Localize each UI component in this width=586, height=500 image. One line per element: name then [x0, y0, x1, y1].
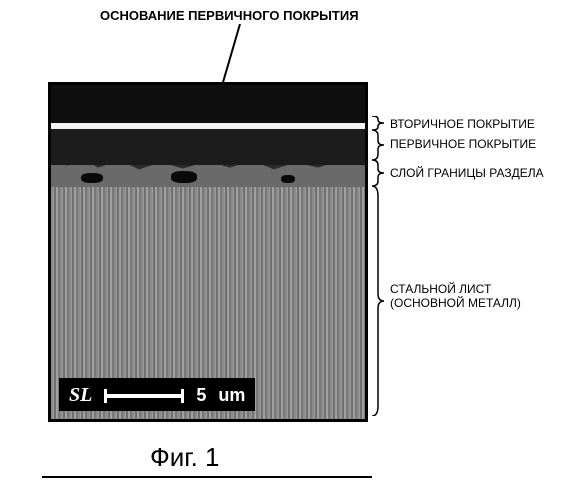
caption-underline — [42, 476, 372, 478]
layer-label-interface: СЛОЙ ГРАНИЦЫ РАЗДЕЛА — [390, 166, 544, 180]
layer-label-primary: ПЕРВИЧНОЕ ПОКРЫТИЕ — [390, 137, 536, 151]
scale-bar: SL 5 um — [59, 378, 255, 411]
primary-coating-region — [51, 129, 365, 165]
dark-top-region — [51, 85, 365, 123]
brace-icon — [372, 130, 386, 160]
dark-inclusion — [81, 173, 103, 183]
dark-inclusion — [171, 171, 197, 183]
secondary-coating-region — [51, 123, 365, 129]
scale-value: 5 — [196, 385, 206, 406]
right-label-group: ВТОРИЧНОЕ ПОКРЫТИЕ ПЕРВИЧНОЕ ПОКРЫТИЕ СЛ… — [372, 82, 582, 422]
brace-icon — [372, 116, 386, 130]
micrograph: SL 5 um — [48, 82, 368, 422]
top-annotation: ОСНОВАНИЕ ПЕРВИЧНОГО ПОКРЫТИЯ — [100, 8, 359, 23]
figure-caption: Фиг. 1 — [150, 442, 220, 473]
brace-icon — [372, 186, 386, 416]
layer-label-steel: СТАЛЬНОЙ ЛИСТ (ОСНОВНОЙ МЕТАЛЛ) — [390, 282, 521, 310]
scale-line — [104, 394, 184, 398]
layer-label-secondary: ВТОРИЧНОЕ ПОКРЫТИЕ — [390, 117, 535, 131]
brace-icon — [372, 160, 386, 186]
top-annotation-text: ОСНОВАНИЕ ПЕРВИЧНОГО ПОКРЫТИЯ — [100, 8, 359, 23]
dark-inclusion — [281, 175, 295, 183]
scale-prefix: SL — [69, 384, 92, 407]
scale-unit: um — [218, 385, 245, 406]
